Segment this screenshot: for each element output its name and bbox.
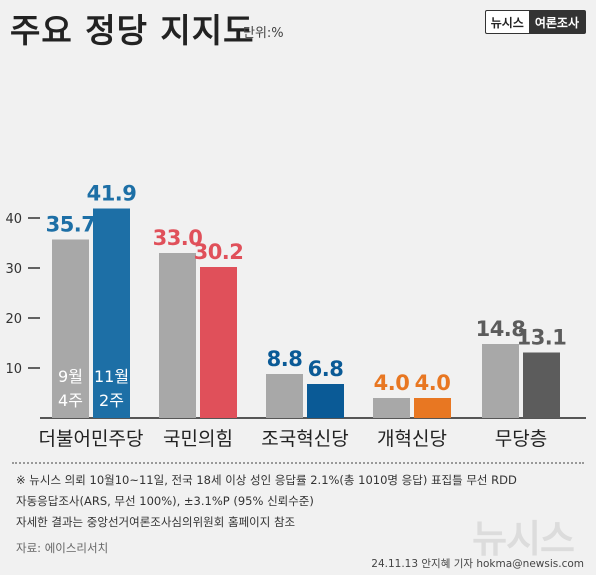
y-tick-label: 40 xyxy=(5,212,22,227)
y-tick-label: 30 xyxy=(5,262,22,277)
value-label: 4.0 xyxy=(415,371,451,395)
value-label: 6.8 xyxy=(308,357,344,381)
series-label: 9월 xyxy=(58,367,83,386)
category-label: 더불어민주당 xyxy=(39,428,144,450)
value-label: 14.8 xyxy=(476,317,526,341)
brand-badge: 뉴시스 여론조사 xyxy=(484,10,586,34)
source-label: 자료: 에이스리서치 xyxy=(16,541,109,555)
bar-4-1 xyxy=(523,352,560,418)
series-label: 2주 xyxy=(99,391,124,410)
bar-2-0 xyxy=(266,374,303,418)
bar-0-1 xyxy=(93,208,130,418)
category-label: 조국혁신당 xyxy=(261,428,348,450)
bar-2-1 xyxy=(307,384,344,418)
footnote-line-2: 자동응답조사(ARS, 무선 100%), ±3.1%P (95% 신뢰수준) xyxy=(16,494,314,508)
footnote-divider xyxy=(12,462,584,464)
value-label: 33.0 xyxy=(153,226,203,250)
series-label: 11월 xyxy=(94,367,129,386)
watermark-logo: 뉴시스 xyxy=(472,517,575,561)
category-label: 무당층 xyxy=(495,428,547,450)
value-label: 41.9 xyxy=(87,182,137,206)
y-tick-label: 10 xyxy=(5,362,22,377)
brand-left: 뉴시스 xyxy=(490,16,524,30)
bar-3-0 xyxy=(373,398,410,418)
unit-label: 단위:% xyxy=(243,26,284,41)
series-label: 4주 xyxy=(58,391,83,410)
footnote-line-3: 자세한 결과는 중앙선거여론조사심의위원회 홈페이지 참조 xyxy=(16,515,296,529)
value-label: 35.7 xyxy=(46,213,96,237)
page-title: 주요 정당 지지도 xyxy=(10,11,255,50)
bar-3-1 xyxy=(414,398,451,418)
bar-4-0 xyxy=(482,344,519,418)
category-label: 국민의힘 xyxy=(163,428,233,450)
bar-0-0 xyxy=(52,239,89,418)
brand-right: 여론조사 xyxy=(528,11,585,33)
bar-1-0 xyxy=(159,253,196,418)
bar-chart: 10 20 30 40 35.7 41.9 더불어민주당 33.030.2 국민의힘 8.8 6.8… xyxy=(5,182,586,450)
credit-line: 24.11.13 안지혜 기자 hokma@newsis.com xyxy=(371,558,584,570)
footnote-line-1: ※ 뉴시스 의뢰 10월10~11일, 전국 18세 이상 성인 응답률 2.1… xyxy=(16,473,517,487)
category-label: 개혁신당 xyxy=(377,428,447,450)
value-label: 30.2 xyxy=(194,240,244,264)
value-label: 13.1 xyxy=(517,326,567,350)
bar-1-1 xyxy=(200,267,237,418)
y-tick-label: 20 xyxy=(5,312,22,327)
value-label: 4.0 xyxy=(374,371,410,395)
value-label: 8.8 xyxy=(267,347,303,371)
